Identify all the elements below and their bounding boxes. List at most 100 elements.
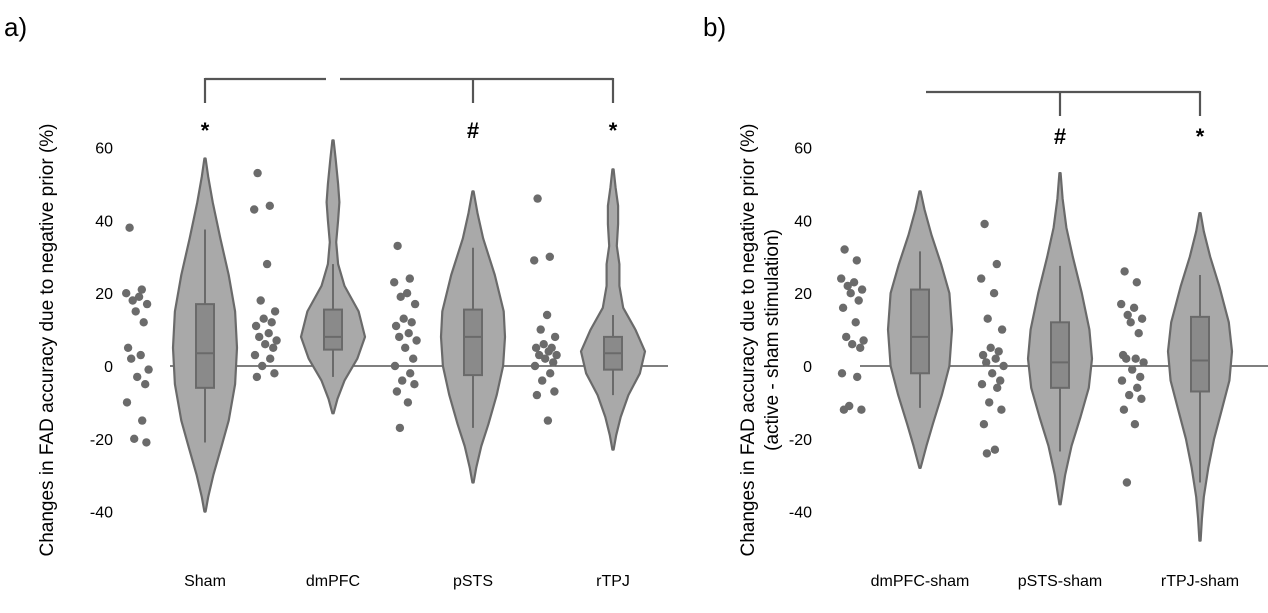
data-point xyxy=(541,354,550,363)
data-point xyxy=(125,223,134,232)
data-point xyxy=(853,372,862,382)
data-point xyxy=(994,347,1003,356)
data-point xyxy=(1137,394,1146,403)
data-point xyxy=(406,369,415,378)
data-point xyxy=(838,303,848,312)
comparison-bracket xyxy=(203,77,615,103)
data-point xyxy=(843,281,852,291)
data-point xyxy=(390,361,400,371)
data-point xyxy=(133,372,142,382)
panel-a-label: a) xyxy=(4,12,27,42)
data-point xyxy=(1126,318,1135,327)
data-point xyxy=(988,369,997,378)
data-point xyxy=(267,318,276,327)
category-label: pSTS-sham xyxy=(1018,573,1102,590)
data-point xyxy=(839,405,849,414)
data-point xyxy=(990,445,1000,454)
data-point xyxy=(393,241,402,251)
data-point xyxy=(144,365,153,374)
data-point xyxy=(269,343,278,352)
data-point xyxy=(410,299,420,309)
data-point xyxy=(402,289,412,298)
data-point xyxy=(266,354,275,363)
data-point xyxy=(993,383,1002,392)
data-point xyxy=(410,380,419,389)
panel-a-y-axis-label: Changes in FAD accuracy due to negative … xyxy=(37,124,58,557)
data-point xyxy=(409,354,418,363)
data-point xyxy=(128,296,137,305)
data-point xyxy=(137,285,146,294)
comparison-bracket xyxy=(926,90,1202,116)
box xyxy=(1190,315,1210,393)
data-point xyxy=(255,332,264,342)
data-point xyxy=(407,318,416,327)
data-point xyxy=(550,387,559,396)
data-point xyxy=(848,340,857,349)
box xyxy=(1050,321,1070,389)
y-tick-label: -40 xyxy=(90,505,113,522)
data-point xyxy=(533,194,542,203)
data-point xyxy=(264,329,273,338)
data-point xyxy=(1117,376,1127,385)
data-point xyxy=(395,423,405,433)
data-point xyxy=(840,245,849,254)
data-point xyxy=(391,321,401,331)
data-point xyxy=(142,299,152,309)
data-point xyxy=(992,259,1001,269)
data-point xyxy=(979,420,989,429)
data-point xyxy=(258,361,267,371)
y-tick-label: 40 xyxy=(95,213,113,230)
data-point xyxy=(977,380,987,389)
data-point xyxy=(980,219,989,229)
group-pSTS-sham xyxy=(977,172,1094,506)
panel-b: b) Changes in FAD accuracy due to negati… xyxy=(703,12,1268,590)
data-point xyxy=(139,318,148,327)
data-point xyxy=(1128,365,1137,374)
group-pSTS xyxy=(390,190,507,484)
box xyxy=(323,308,343,351)
data-point xyxy=(531,343,541,352)
significance-marker: # xyxy=(467,118,479,143)
data-point xyxy=(996,376,1005,385)
data-point xyxy=(127,354,136,363)
data-point xyxy=(536,325,545,334)
data-point xyxy=(1137,314,1147,323)
y-tick-label: -20 xyxy=(90,432,113,449)
y-tick-label: 0 xyxy=(104,359,113,376)
box xyxy=(910,288,930,375)
data-point xyxy=(986,343,995,352)
data-point xyxy=(544,347,553,356)
data-point xyxy=(997,405,1006,414)
data-point xyxy=(401,343,410,352)
data-point xyxy=(270,307,280,316)
data-point xyxy=(549,358,558,367)
data-point xyxy=(405,274,414,283)
data-point xyxy=(1139,358,1148,367)
category-label: Sham xyxy=(184,573,226,590)
panel-a-plot: -40 -20 0 20 40 60 Sham * dmPFC pSTS # rTPJ * xyxy=(90,77,668,590)
data-point xyxy=(538,376,547,385)
data-point xyxy=(1122,354,1131,363)
data-point xyxy=(999,361,1008,371)
y-tick-label: -20 xyxy=(789,432,812,449)
data-point xyxy=(991,354,1000,363)
data-point xyxy=(256,296,265,305)
significance-marker: # xyxy=(1054,124,1066,149)
data-point xyxy=(1129,303,1139,312)
data-point xyxy=(1122,478,1132,487)
data-point xyxy=(857,405,866,414)
significance-marker: * xyxy=(1196,124,1205,149)
data-point xyxy=(261,340,270,349)
data-point xyxy=(539,340,548,349)
data-point xyxy=(1120,267,1129,276)
y-tick-label: 20 xyxy=(794,286,812,303)
panel-b-plot: -40 -20 0 20 40 60 dmPFC-sham pSTS-sham # rTPJ-sh… xyxy=(789,90,1268,590)
data-point xyxy=(1130,420,1140,429)
panel-b-y-axis-label: Changes in FAD accuracy due to negative … xyxy=(738,124,759,557)
data-point xyxy=(1134,329,1143,338)
data-point xyxy=(252,372,262,382)
data-point xyxy=(837,369,847,378)
data-point xyxy=(141,380,150,389)
data-point xyxy=(846,289,855,298)
data-point xyxy=(854,296,863,305)
